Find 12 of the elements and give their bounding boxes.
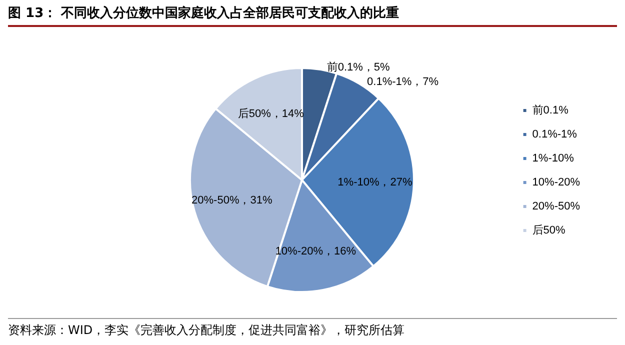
legend-label: 前0.1% bbox=[532, 104, 569, 116]
chart-title: 图 13： 不同收入分位数中国家庭收入占全部居民可支配收入的比重 bbox=[8, 4, 617, 27]
legend-label: 10%-20% bbox=[532, 176, 580, 188]
text: 资料来源：WID，李实《完善收入分配制度，促进共同富裕》，研究所估算 bbox=[8, 318, 617, 339]
legend-label: 0.1%-1% bbox=[532, 128, 578, 140]
legend-label: 1%-10% bbox=[532, 152, 574, 164]
legend-label: 后50% bbox=[532, 224, 566, 236]
data-label: 20%-50%，31% bbox=[192, 194, 272, 206]
data-label: 0.1%-1%，7% bbox=[367, 76, 439, 88]
data-label: 前0.1%，5% bbox=[326, 61, 390, 74]
legend-label: 20%-50% bbox=[532, 200, 580, 212]
data-label: 1%-10%，27% bbox=[338, 176, 412, 188]
